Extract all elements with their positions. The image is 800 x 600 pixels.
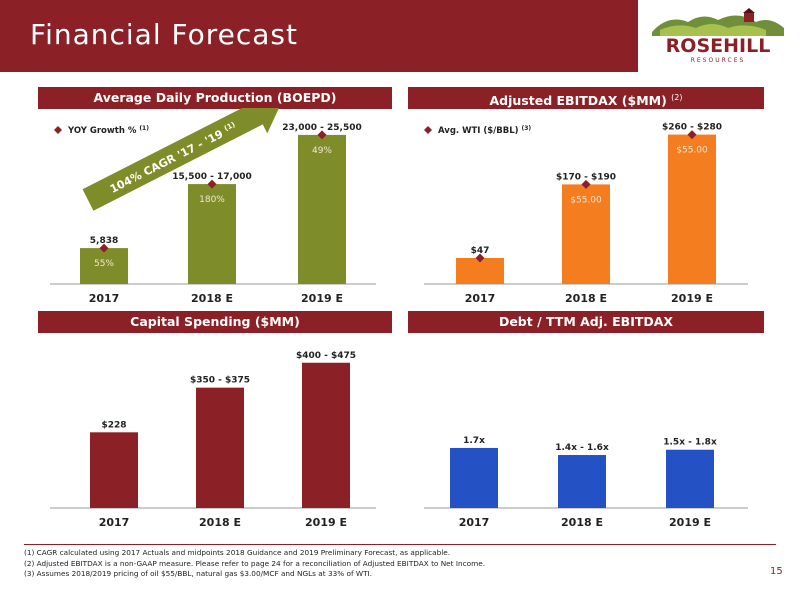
bar-0 [80, 248, 128, 284]
data-label-0: $228 [101, 420, 126, 430]
bar-0 [90, 432, 138, 508]
secondary-label-2: 49% [312, 146, 332, 156]
tick-label-1: 2018 E [565, 292, 607, 305]
tick-label-0: 2017 [89, 292, 120, 305]
footnote-1: (1) CAGR calculated using 2017 Actuals a… [24, 548, 451, 557]
header-bar [0, 0, 638, 72]
panel-header-production: Average Daily Production (BOEPD) [38, 87, 392, 109]
legend-label: Avg. WTI ($/BBL) (3) [438, 125, 531, 136]
bar-1 [562, 184, 610, 284]
tick-label-2: 2019 E [301, 292, 343, 305]
panel-header-ebitdax: Adjusted EBITDAX ($MM) (2) [408, 87, 764, 109]
bar-2 [666, 449, 714, 508]
data-label-2: 1.5x - 1.8x [663, 438, 717, 448]
tick-label-1: 2018 E [191, 292, 233, 305]
marker-0 [475, 253, 485, 263]
bar-2 [302, 362, 350, 508]
bar-1 [558, 455, 606, 508]
logo-tagline: RESOURCES [691, 57, 746, 64]
tick-label-0: 2017 [465, 292, 496, 305]
tick-label-0: 2017 [459, 516, 490, 529]
legend-marker [54, 126, 62, 134]
secondary-label-1: 180% [199, 195, 225, 205]
secondary-label-1: $55.00 [570, 195, 602, 205]
data-label-2: 23,000 - 25,500 [282, 123, 361, 133]
marker-2 [317, 130, 327, 140]
bar-2 [298, 134, 346, 284]
legend-marker [424, 126, 432, 134]
slide-header: Financial Forecast ROSEHILL RESOURCES [0, 0, 800, 72]
cagr-label: 104% CAGR '17 - '19 (1) [108, 121, 239, 196]
company-logo: ROSEHILL RESOURCES [650, 8, 786, 64]
footnote-2: (2) Adjusted EBITDAX is a non-GAAP measu… [24, 558, 486, 568]
data-label-2: $400 - $475 [296, 351, 356, 361]
data-label-1: 1.4x - 1.6x [555, 443, 609, 453]
bar-1 [188, 184, 236, 284]
tick-label-0: 2017 [99, 516, 130, 529]
legend-label: YOY Growth % (1) [67, 125, 149, 136]
logo-name: ROSEHILL [666, 35, 771, 57]
secondary-label-2: $55.00 [676, 146, 708, 156]
data-label-0: 1.7x [463, 436, 485, 446]
data-label-1: 15,500 - 17,000 [172, 172, 251, 182]
capex-chart: $228 2017 $350 - $375 2018 E $400 - $475 2019… [50, 351, 376, 529]
tick-label-1: 2018 E [561, 516, 603, 529]
ebitdax-chart: $47 2017 $170 - $190 2018 E $260 - $280 2019 … [424, 123, 748, 305]
tick-label-2: 2019 E [671, 292, 713, 305]
data-label-1: $350 - $375 [190, 376, 250, 386]
marker-1 [581, 179, 591, 189]
tick-label-1: 2018 E [199, 516, 241, 529]
tick-label-2: 2019 E [669, 516, 711, 529]
bar-0 [450, 447, 498, 508]
secondary-label-0: 55% [94, 259, 114, 269]
data-label-2: $260 - $280 [662, 123, 722, 133]
production-chart: 5,838 2017 15,500 - 17,000 2018 E 23,000 - 2… [50, 123, 376, 305]
panel-header-leverage: Debt / TTM Adj. EBITDAX [408, 311, 764, 333]
page-title: Financial Forecast [30, 18, 298, 51]
bar-1 [196, 387, 244, 508]
footnote-3: (3) Assumes 2018/2019 pricing of oil $55… [24, 569, 372, 578]
tick-label-2: 2019 E [305, 516, 347, 529]
footer-divider [24, 544, 776, 545]
marker-1 [207, 179, 217, 189]
page-number: 15 [770, 566, 783, 577]
data-label-0: $47 [471, 246, 490, 256]
cagr-arrow: 104% CAGR '17 - '19 (1) [82, 108, 283, 211]
data-label-0: 5,838 [90, 236, 118, 246]
panel-header-capex: Capital Spending ($MM) [38, 311, 392, 333]
footnotes: (1) CAGR calculated using 2017 Actuals a… [24, 548, 485, 580]
marker-2 [687, 130, 697, 140]
bar-2 [668, 134, 716, 284]
marker-0 [99, 243, 109, 253]
leverage-chart: 1.7x 2017 1.4x - 1.6x 2018 E 1.5x - 1.8x 2019… [424, 436, 748, 529]
data-label-1: $170 - $190 [556, 172, 616, 182]
